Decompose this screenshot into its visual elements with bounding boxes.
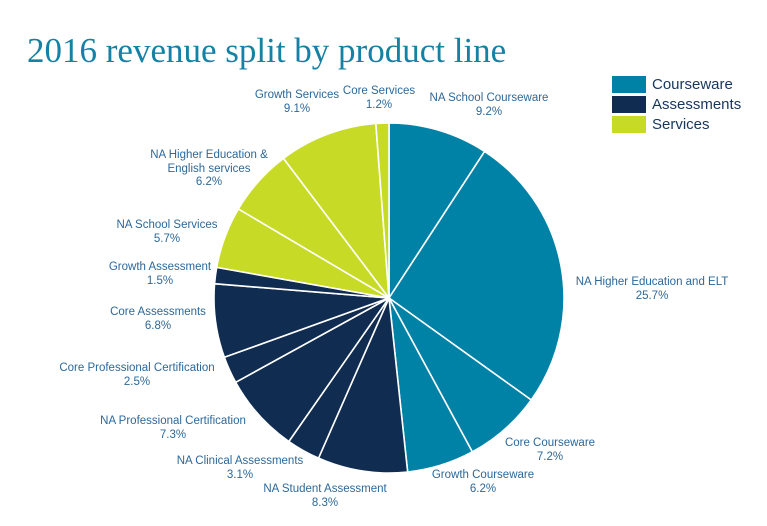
slice-label-na-school-courseware: NA School Courseware 9.2% [429,92,549,118]
slice-label-core-courseware: Core Courseware 7.2% [504,437,596,463]
slice-label-na-clinical-assessments: NA Clinical Assessments 3.1% [176,455,304,481]
legend-swatch-assessments [612,96,646,113]
slice-label-core-services: Core Services 1.2% [342,85,416,111]
pie-svg [213,122,565,474]
slice-label-na-school-services: NA School Services 5.7% [116,219,218,245]
slice-label-na-student-assessment: NA Student Assessment 8.3% [263,483,387,509]
pie-chart [213,122,565,474]
slice-label-growth-assessment: Growth Assessment 1.5% [108,261,212,287]
legend-swatch-services [612,116,646,133]
slice-label-core-professional-certification: Core Professional Certification 2.5% [59,362,215,388]
slice-label-core-assessments: Core Assessments 6.8% [110,306,206,332]
slice-label-na-professional-certification: NA Professional Certification 7.3% [100,415,246,441]
legend-label-services: Services [652,116,710,133]
pie-slice-12 [282,122,391,301]
pie-slice-4 [317,294,409,474]
legend-item-courseware: Courseware [612,75,741,94]
pie-slice-13 [374,122,390,299]
legend-swatch-courseware [612,76,646,93]
slice-label-growth-courseware: Growth Courseware 6.2% [431,469,535,495]
legend-item-assessments: Assessments [612,95,741,114]
legend-label-courseware: Courseware [652,76,733,93]
chart-title: 2016 revenue split by product line [27,31,507,71]
slice-label-na-higher-education-english-services: NA Higher Education & English services 6… [150,149,268,188]
pie-slice-0 [388,122,486,301]
slice-label-na-higher-education-elt: NA Higher Education and ELT 25.7% [575,276,729,302]
legend: Courseware Assessments Services [612,75,741,135]
pie-slice-1 [387,150,565,402]
slice-label-growth-services: Growth Services 9.1% [254,89,340,115]
legend-item-services: Services [612,115,741,134]
legend-label-assessments: Assessments [652,96,742,113]
